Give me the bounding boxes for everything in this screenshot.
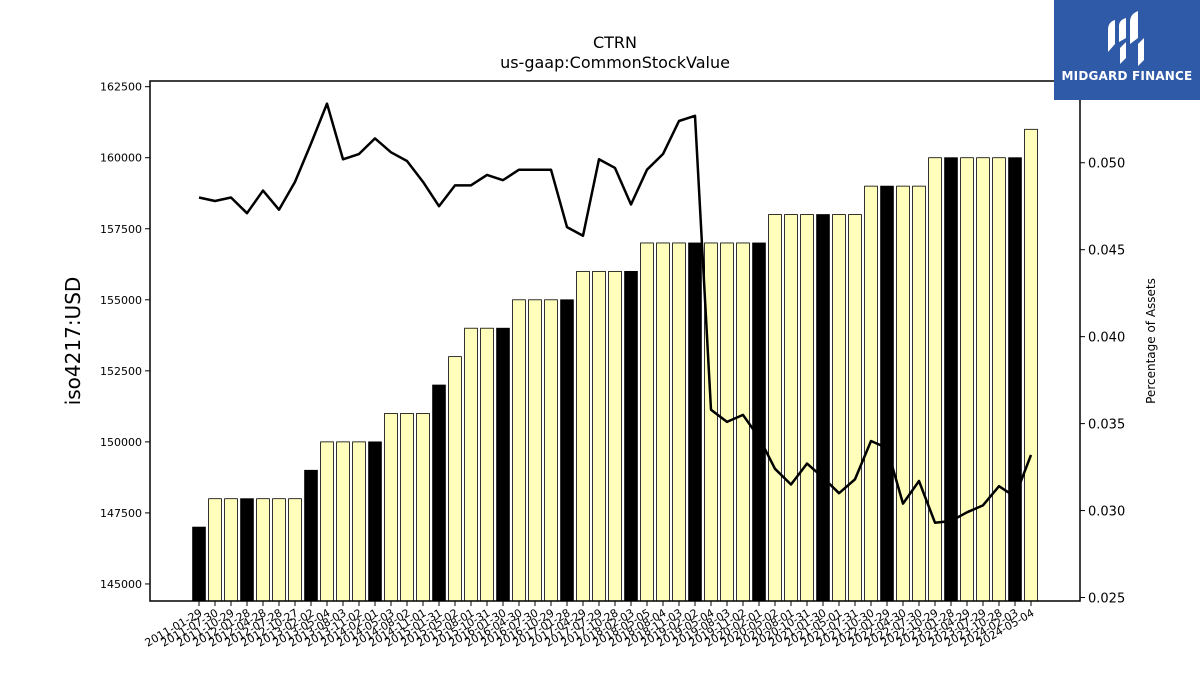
bar bbox=[800, 214, 814, 602]
y-tick-label: 152500 bbox=[100, 365, 142, 378]
y-tick-label: 160000 bbox=[100, 152, 142, 165]
bar bbox=[304, 469, 318, 602]
bar bbox=[688, 242, 702, 602]
bar bbox=[1024, 128, 1038, 602]
bar bbox=[208, 498, 222, 602]
bar bbox=[896, 185, 910, 602]
bar bbox=[672, 242, 686, 602]
bar bbox=[336, 441, 350, 602]
y2-axis-label: Percentage of Assets bbox=[1144, 278, 1158, 404]
bar bbox=[640, 242, 654, 602]
y-tick-label: 155000 bbox=[100, 294, 142, 307]
bar bbox=[656, 242, 670, 602]
y-axis-label: iso4217:USD bbox=[61, 277, 85, 406]
brand-logo: MIDGARD FINANCE bbox=[1054, 0, 1200, 100]
bar bbox=[928, 157, 942, 602]
bar bbox=[768, 214, 782, 602]
bar bbox=[576, 270, 590, 602]
bar bbox=[976, 157, 990, 602]
bar bbox=[240, 498, 254, 602]
y2-tick-label: 0.025 bbox=[1088, 592, 1125, 607]
bar bbox=[816, 214, 830, 602]
bar bbox=[912, 185, 926, 602]
bar bbox=[224, 498, 238, 602]
bar bbox=[432, 384, 446, 602]
bar bbox=[608, 270, 622, 602]
bar bbox=[256, 498, 270, 602]
bar bbox=[512, 299, 526, 602]
bar bbox=[944, 157, 958, 602]
bar bbox=[784, 214, 798, 602]
bar bbox=[960, 157, 974, 602]
bar bbox=[704, 242, 718, 602]
bar bbox=[752, 242, 766, 602]
logo-text: MIDGARD FINANCE bbox=[1061, 69, 1193, 83]
bar bbox=[496, 327, 510, 602]
bar bbox=[480, 327, 494, 602]
x-axis: 2011-01-292011-07-302011-10-292012-01-28… bbox=[143, 601, 1037, 650]
bar bbox=[448, 356, 462, 602]
bar bbox=[592, 270, 606, 602]
bar bbox=[544, 299, 558, 602]
y2-tick-label: 0.040 bbox=[1088, 331, 1125, 346]
bar bbox=[352, 441, 366, 602]
bar bbox=[624, 270, 638, 602]
bar bbox=[992, 157, 1006, 602]
left-axis: 145000 147500 150000 152500 155000 157500 1600… bbox=[100, 81, 150, 591]
bar bbox=[288, 498, 302, 602]
bar bbox=[848, 214, 862, 602]
bar bbox=[864, 185, 878, 602]
bar bbox=[832, 214, 846, 602]
midgard-logo-icon bbox=[1108, 11, 1144, 66]
bar bbox=[560, 299, 574, 602]
bar bbox=[192, 526, 206, 602]
y2-tick-label: 0.035 bbox=[1088, 418, 1125, 433]
y-tick-label: 162500 bbox=[100, 81, 142, 94]
chart-title: CTRN bbox=[593, 33, 637, 52]
bar bbox=[272, 498, 286, 602]
chart-subtitle: us-gaap:CommonStockValue bbox=[500, 53, 730, 72]
bar-group bbox=[192, 128, 1038, 602]
bar bbox=[368, 441, 382, 602]
bar bbox=[416, 413, 430, 602]
y2-tick-label: 0.050 bbox=[1088, 157, 1125, 172]
bar bbox=[1008, 157, 1022, 602]
y-tick-label: 145000 bbox=[100, 578, 142, 591]
y2-tick-label: 0.045 bbox=[1088, 244, 1125, 259]
bar bbox=[400, 413, 414, 602]
bar bbox=[320, 441, 334, 602]
bar bbox=[464, 327, 478, 602]
right-axis: 0.025 0.030 0.035 0.040 0.045 0.050 bbox=[1080, 157, 1125, 607]
bar bbox=[384, 413, 398, 602]
y2-tick-label: 0.030 bbox=[1088, 505, 1125, 520]
y-tick-label: 147500 bbox=[100, 507, 142, 520]
bar bbox=[880, 185, 894, 602]
line-layer bbox=[198, 102, 1033, 524]
bar bbox=[528, 299, 542, 602]
y-tick-label: 157500 bbox=[100, 223, 142, 236]
y-tick-label: 150000 bbox=[100, 436, 142, 449]
